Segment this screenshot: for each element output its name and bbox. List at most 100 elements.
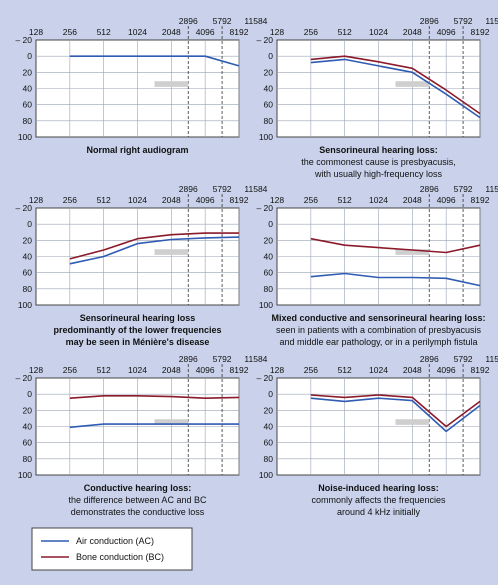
top-tick-label: 11584 bbox=[485, 354, 498, 364]
x-tick-label: 4096 bbox=[196, 365, 215, 375]
top-tick-label: 11584 bbox=[244, 16, 267, 26]
bone-conduction-line bbox=[310, 237, 481, 254]
y-tick-label: – 20 bbox=[15, 203, 32, 213]
reference-marker bbox=[154, 81, 189, 87]
top-tick-label: 5792 bbox=[454, 354, 473, 364]
y-tick-label: 80 bbox=[264, 454, 274, 464]
reference-marker bbox=[395, 249, 430, 255]
caption-line: Mixed conductive and sensorineural heari… bbox=[271, 313, 485, 323]
bone-conduction-line bbox=[69, 232, 239, 260]
y-tick-label: 80 bbox=[264, 116, 274, 126]
legend-air-label: Air conduction (AC) bbox=[76, 536, 154, 546]
air-conduction-line bbox=[69, 55, 240, 67]
y-tick-label: 100 bbox=[18, 132, 32, 142]
x-tick-label: 8192 bbox=[230, 365, 249, 375]
caption-line: may be seen in Ménière's disease bbox=[66, 337, 210, 347]
y-tick-label: 100 bbox=[259, 470, 273, 480]
x-tick-label: 256 bbox=[63, 27, 77, 37]
air-conduction-line bbox=[69, 236, 240, 265]
caption-line: the commonest cause is presbyacusis, bbox=[301, 157, 456, 167]
top-tick-label: 2896 bbox=[420, 16, 439, 26]
x-tick-label: 4096 bbox=[437, 365, 456, 375]
x-tick-label: 8192 bbox=[471, 27, 490, 37]
y-tick-label: 0 bbox=[268, 51, 273, 61]
y-tick-label: 60 bbox=[23, 100, 33, 110]
top-tick-label: 11584 bbox=[485, 16, 498, 26]
x-tick-label: 512 bbox=[338, 365, 352, 375]
x-tick-label: 128 bbox=[29, 195, 43, 205]
caption-line: around 4 kHz initially bbox=[337, 507, 421, 517]
x-tick-label: 1024 bbox=[128, 195, 147, 205]
legend-box bbox=[31, 527, 193, 571]
x-tick-label: 128 bbox=[270, 195, 284, 205]
x-tick-label: 1024 bbox=[128, 27, 147, 37]
y-tick-label: 20 bbox=[264, 235, 274, 245]
top-tick-label: 2896 bbox=[179, 16, 198, 26]
y-tick-label: 60 bbox=[23, 268, 33, 278]
caption-line: Sensorineural hearing loss: bbox=[319, 145, 438, 155]
reference-marker bbox=[395, 419, 430, 425]
caption-line: demonstrates the conductive loss bbox=[71, 507, 205, 517]
top-tick-label: 5792 bbox=[454, 16, 473, 26]
x-tick-label: 2048 bbox=[162, 365, 181, 375]
audiogram-panel-3: – 20 0 20 40 60 80 100 128 256 512 1024 2048 4096 819… bbox=[15, 184, 267, 347]
top-tick-label: 11584 bbox=[244, 184, 267, 194]
x-tick-label: 4096 bbox=[437, 195, 456, 205]
y-tick-label: 20 bbox=[23, 405, 33, 415]
audiogram-panel-4: – 20 0 20 40 60 80 100 128 256 512 1024 2048 4096 819… bbox=[256, 184, 498, 347]
x-tick-label: 512 bbox=[97, 27, 111, 37]
y-tick-label: – 20 bbox=[256, 35, 273, 45]
y-tick-label: – 20 bbox=[256, 203, 273, 213]
y-tick-label: 20 bbox=[23, 235, 33, 245]
bone-conduction-line bbox=[69, 394, 240, 400]
legend: Air conduction (AC) Bone conduction (BC) bbox=[31, 527, 193, 571]
air-conduction-line bbox=[310, 397, 481, 433]
audiogram-panel-6: – 20 0 20 40 60 80 100 128 256 512 1024 2048 4096 819… bbox=[256, 354, 498, 517]
x-tick-label: 4096 bbox=[196, 27, 215, 37]
reference-marker bbox=[154, 249, 189, 255]
x-tick-label: 2048 bbox=[403, 365, 422, 375]
y-tick-label: 80 bbox=[23, 284, 33, 294]
top-tick-label: 5792 bbox=[213, 16, 232, 26]
x-tick-label: 2048 bbox=[162, 27, 181, 37]
top-tick-label: 2896 bbox=[420, 354, 439, 364]
y-tick-label: 100 bbox=[259, 300, 273, 310]
bone-conduction-line bbox=[310, 394, 481, 428]
y-tick-label: 60 bbox=[264, 438, 274, 448]
x-tick-label: 256 bbox=[304, 27, 318, 37]
bone-conduction-line bbox=[310, 55, 481, 115]
y-tick-label: 0 bbox=[27, 51, 32, 61]
reference-marker bbox=[395, 81, 430, 87]
y-tick-label: 60 bbox=[264, 268, 274, 278]
y-tick-label: 80 bbox=[23, 116, 33, 126]
y-tick-label: 60 bbox=[23, 438, 33, 448]
y-tick-label: 0 bbox=[27, 219, 32, 229]
top-tick-label: 2896 bbox=[420, 184, 439, 194]
x-tick-label: 1024 bbox=[369, 195, 388, 205]
x-tick-label: 4096 bbox=[437, 27, 456, 37]
x-tick-label: 256 bbox=[304, 365, 318, 375]
y-tick-label: 80 bbox=[264, 284, 274, 294]
x-tick-label: 256 bbox=[304, 195, 318, 205]
y-tick-label: 40 bbox=[264, 422, 274, 432]
y-tick-label: – 20 bbox=[256, 373, 273, 383]
air-conduction-line bbox=[69, 423, 239, 429]
x-tick-label: 128 bbox=[270, 27, 284, 37]
y-tick-label: 40 bbox=[23, 252, 33, 262]
x-tick-label: 512 bbox=[97, 365, 111, 375]
y-tick-label: 20 bbox=[264, 67, 274, 77]
x-tick-label: 512 bbox=[97, 195, 111, 205]
x-tick-label: 8192 bbox=[230, 195, 249, 205]
y-tick-label: – 20 bbox=[15, 373, 32, 383]
caption-line: Sensorineural hearing loss bbox=[80, 313, 196, 323]
x-tick-label: 256 bbox=[63, 195, 77, 205]
y-tick-label: 40 bbox=[264, 252, 274, 262]
y-tick-label: 0 bbox=[268, 389, 273, 399]
x-tick-label: 8192 bbox=[471, 365, 490, 375]
x-tick-label: 8192 bbox=[230, 27, 249, 37]
x-tick-label: 2048 bbox=[162, 195, 181, 205]
y-tick-label: 60 bbox=[264, 100, 274, 110]
y-tick-label: 40 bbox=[23, 84, 33, 94]
top-tick-label: 11584 bbox=[244, 354, 267, 364]
